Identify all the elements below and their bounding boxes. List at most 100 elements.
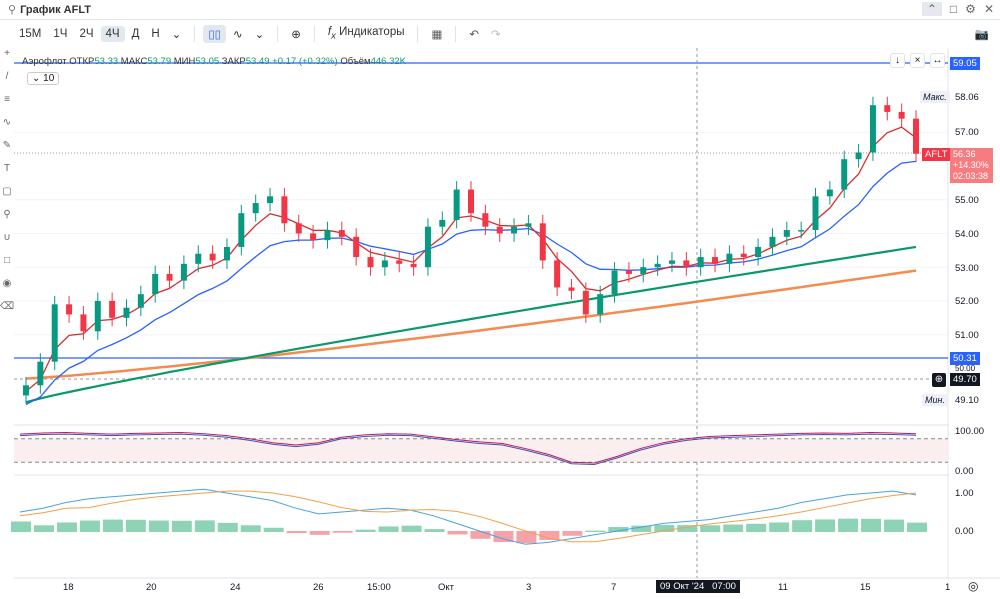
window-titlebar: ⚲ График AFLT ⌃ □ ⚙ ✕: [0, 0, 1000, 20]
gear-icon[interactable]: ⚙: [965, 2, 976, 16]
histogram-bar: [792, 520, 813, 532]
histogram-bar: [424, 529, 445, 532]
compare-add-icon[interactable]: ⊕: [291, 29, 301, 41]
interval-15m[interactable]: 15М: [19, 28, 42, 40]
macd-line: [19, 488, 917, 545]
histogram-bar: [838, 518, 859, 532]
layouts-icon[interactable]: ▦: [431, 29, 443, 41]
line-chart-icon[interactable]: ∿: [232, 29, 243, 41]
settings-line-icon[interactable]: ↔: [930, 53, 945, 68]
histogram-bar: [516, 531, 537, 544]
time-tick: 15:00: [367, 582, 391, 593]
brush-icon[interactable]: ✎: [2, 140, 12, 151]
candle-body: [554, 260, 561, 288]
histogram-bar: [562, 531, 583, 536]
histogram-bar: [171, 520, 192, 532]
interval-1h[interactable]: 1Ч: [53, 28, 68, 40]
line-price-low: 50.31: [950, 352, 980, 365]
histogram-bar: [286, 531, 307, 534]
candle-body: [482, 213, 489, 227]
indicators-button[interactable]: fx Индикаторы: [327, 26, 405, 42]
window-title: График AFLT: [20, 3, 91, 16]
eye-icon[interactable]: ◉: [2, 278, 12, 289]
candle-body: [453, 189, 460, 220]
histogram-bar: [217, 522, 238, 532]
camera-icon[interactable]: 📷: [974, 29, 989, 41]
close-line-icon[interactable]: ×: [910, 53, 925, 68]
histogram-bar: [815, 519, 836, 532]
candle-body: [783, 230, 790, 237]
candle-body: [812, 196, 819, 231]
axis-settings-icon[interactable]: ◎: [968, 579, 979, 593]
histogram-bar: [884, 519, 905, 532]
osc2-tick: 0.00: [955, 526, 974, 537]
undo-icon[interactable]: ↶: [469, 29, 479, 41]
interval-day[interactable]: Д: [131, 28, 140, 40]
trendline-icon[interactable]: /: [5, 71, 9, 82]
candle-body: [381, 260, 388, 268]
candle-body: [913, 118, 919, 154]
max-value: 58.06: [955, 92, 979, 103]
trash-icon[interactable]: ⌫: [0, 301, 15, 312]
add-alert-icon[interactable]: ⊕: [932, 373, 946, 387]
histogram-bar: [608, 527, 629, 532]
histogram-bar: [378, 526, 399, 532]
osc1-tick: 100.00: [955, 426, 985, 437]
candle-body: [884, 105, 891, 112]
interval-week[interactable]: Н: [151, 28, 160, 40]
crosshair-icon[interactable]: +: [4, 48, 10, 59]
time-tick: 11: [778, 582, 788, 593]
interval-4h[interactable]: 4Ч: [100, 26, 125, 42]
time-tick: 7: [611, 582, 617, 593]
candles-icon[interactable]: ▯▯: [203, 25, 226, 43]
histogram-bar: [194, 520, 215, 532]
pattern-icon[interactable]: ∿: [2, 117, 12, 128]
last-price-tag: 56.36 +14.30% 02:03:38: [950, 148, 993, 183]
candle-body: [755, 246, 762, 258]
time-tick: Окт: [438, 582, 455, 593]
price-tick: 54.00: [955, 229, 979, 240]
indicators-collapse-button[interactable]: ⌄ 10: [27, 72, 60, 85]
search-icon[interactable]: ⚲: [8, 4, 17, 16]
arrow-down-icon[interactable]: ↓: [890, 53, 905, 68]
histogram-bar: [33, 525, 54, 532]
maximize-icon[interactable]: □: [949, 2, 958, 16]
crosshair-time: 09 Окт '24 07:00: [656, 580, 740, 593]
candle-body: [855, 152, 862, 160]
price-tick: 55.00: [955, 195, 979, 206]
lock-icon[interactable]: □: [3, 255, 11, 266]
histogram-bar: [79, 520, 100, 532]
ma-slow-line: [25, 245, 917, 404]
price-tick: 57.00: [955, 127, 979, 138]
candle-body: [568, 287, 575, 291]
zoom-icon[interactable]: ⚲: [3, 209, 11, 220]
interval-2h[interactable]: 2Ч: [79, 28, 94, 40]
histogram-bar: [309, 531, 330, 535]
fib-icon[interactable]: ≡: [4, 94, 10, 105]
chevron-up-icon[interactable]: ⌃: [921, 2, 942, 16]
candle-body: [353, 236, 360, 258]
text-icon[interactable]: T: [3, 163, 11, 174]
magnet-icon[interactable]: ∪: [3, 232, 11, 243]
candle-body: [23, 385, 29, 396]
candle-body: [66, 304, 73, 315]
candle-body: [841, 159, 848, 190]
close-icon[interactable]: ✕: [983, 2, 994, 16]
chevron-down-icon[interactable]: ⌄: [171, 29, 182, 41]
candle-body: [712, 257, 719, 264]
measure-icon[interactable]: ▢: [2, 186, 12, 197]
time-tick: 15: [860, 582, 871, 593]
candle-body: [152, 273, 159, 295]
redo-icon[interactable]: ↷: [491, 29, 501, 41]
chevron-down-icon[interactable]: ⌄: [254, 29, 265, 41]
candle-body: [396, 260, 403, 264]
time-tick: 3: [526, 582, 532, 593]
candle-body: [123, 307, 130, 318]
histogram-bar: [585, 530, 606, 532]
candle-body: [37, 361, 44, 386]
histogram-bar: [631, 525, 652, 532]
ma-mid-line: [25, 160, 917, 406]
candle-body: [582, 290, 589, 315]
candle-body: [668, 260, 675, 264]
